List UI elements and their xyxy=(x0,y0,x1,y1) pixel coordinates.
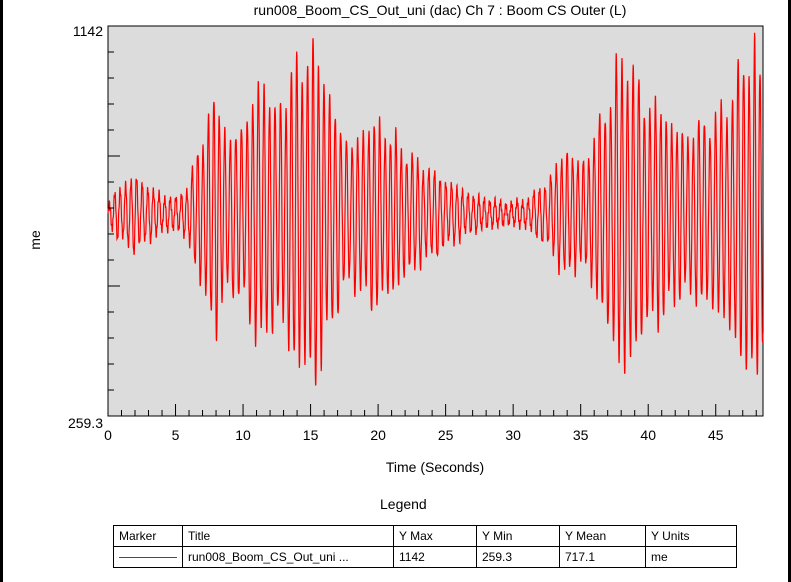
legend-col-yunits: Y Units xyxy=(645,525,737,547)
y-tick-label-max: 1142 xyxy=(73,23,103,39)
legend-ymean: 717.1 xyxy=(559,546,646,568)
x-tick-label: 35 xyxy=(573,427,589,443)
legend-col-ymean: Y Mean xyxy=(559,525,646,547)
legend-marker xyxy=(113,546,183,568)
x-tick-label: 20 xyxy=(370,427,386,443)
legend-yunits: me xyxy=(645,546,737,568)
x-tick-label: 25 xyxy=(438,427,454,443)
window-frame-left xyxy=(0,0,3,582)
x-axis-label: Time (Seconds) xyxy=(386,459,484,475)
legend-ymin: 259.3 xyxy=(476,546,560,568)
y-axis-label: me xyxy=(27,230,43,250)
legend-table: Marker Title Y Max Y Min Y Mean Y Units … xyxy=(113,525,737,568)
legend-marker-line xyxy=(119,557,177,559)
series-line xyxy=(107,32,764,386)
legend-col-marker: Marker xyxy=(113,525,183,547)
x-tick-label: 30 xyxy=(505,427,521,443)
x-axis-ticks: 0 5 10 15 20 25 30 35 40 45 xyxy=(104,404,757,443)
x-tick-label: 40 xyxy=(640,427,656,443)
x-tick-label: 10 xyxy=(235,427,251,443)
legend-title: Legend xyxy=(380,496,427,512)
legend-col-ymin: Y Min xyxy=(476,525,560,547)
chart-plot: 0 5 10 15 20 25 30 35 40 45 1142 259.3 me Time (S… xyxy=(27,23,764,475)
legend-col-ymax: Y Max xyxy=(393,525,477,547)
chart-title: run008_Boom_CS_Out_uni (dac) Ch 7 : Boom… xyxy=(253,2,627,18)
legend-ymax: 1142 xyxy=(393,546,477,568)
legend-row: run008_Boom_CS_Out_uni ... 1142 259.3 71… xyxy=(113,546,737,568)
x-tick-label: 45 xyxy=(708,427,724,443)
y-tick-label-min: 259.3 xyxy=(68,415,103,431)
x-tick-label: 15 xyxy=(303,427,319,443)
legend-series-title: run008_Boom_CS_Out_uni ... xyxy=(182,546,394,568)
x-tick-label: 0 xyxy=(104,427,112,443)
window-frame-right xyxy=(788,0,791,582)
legend-header-row: Marker Title Y Max Y Min Y Mean Y Units xyxy=(113,525,737,547)
x-tick-label: 5 xyxy=(172,427,180,443)
y-axis-ticks xyxy=(108,25,120,417)
legend-col-title: Title xyxy=(182,525,394,547)
